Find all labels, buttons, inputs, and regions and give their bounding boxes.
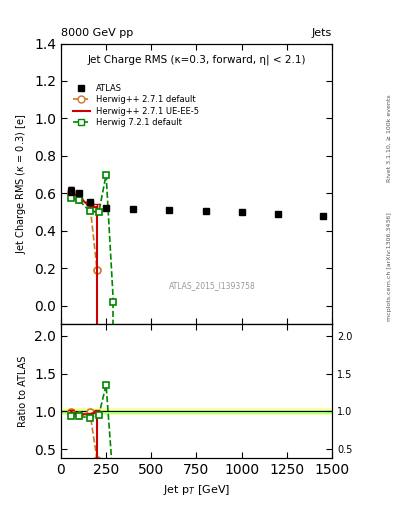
Text: Jets: Jets bbox=[312, 28, 332, 38]
Text: Jet Charge RMS (κ=0.3, forward, η| < 2.1): Jet Charge RMS (κ=0.3, forward, η| < 2.1… bbox=[87, 55, 306, 65]
Bar bbox=[61, 410, 332, 413]
Y-axis label: Ratio to ATLAS: Ratio to ATLAS bbox=[18, 356, 29, 427]
Legend: ATLAS, Herwig++ 2.7.1 default, Herwig++ 2.7.1 UE-EE-5, Herwig 7.2.1 default: ATLAS, Herwig++ 2.7.1 default, Herwig++ … bbox=[70, 81, 202, 130]
Bar bbox=[61, 409, 332, 414]
Y-axis label: Jet Charge RMS ($\kappa$ = 0.3) [e]: Jet Charge RMS ($\kappa$ = 0.3) [e] bbox=[15, 114, 29, 254]
Text: ATLAS_2015_I1393758: ATLAS_2015_I1393758 bbox=[169, 281, 256, 290]
Text: Rivet 3.1.10, ≥ 100k events: Rivet 3.1.10, ≥ 100k events bbox=[387, 94, 392, 182]
Text: 8000 GeV pp: 8000 GeV pp bbox=[61, 28, 133, 38]
Text: mcplots.cern.ch [arXiv:1306.3436]: mcplots.cern.ch [arXiv:1306.3436] bbox=[387, 212, 392, 321]
X-axis label: Jet p$_{T}$ [GeV]: Jet p$_{T}$ [GeV] bbox=[163, 483, 230, 497]
